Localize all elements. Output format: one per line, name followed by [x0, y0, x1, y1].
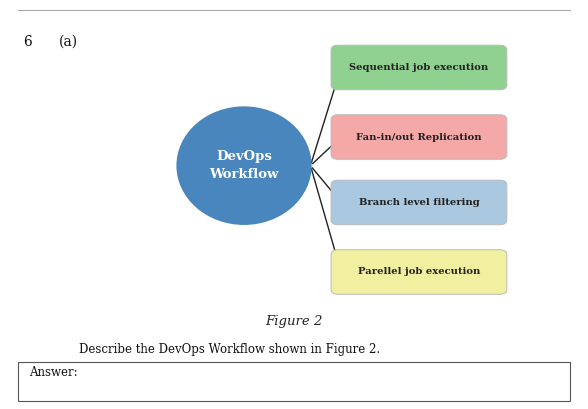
Text: (a): (a)	[59, 35, 78, 49]
FancyBboxPatch shape	[331, 115, 507, 159]
FancyBboxPatch shape	[331, 249, 507, 294]
Text: Describe the DevOps Workflow shown in Figure 2.: Describe the DevOps Workflow shown in Fi…	[79, 343, 380, 356]
Text: Fan-in/out Replication: Fan-in/out Replication	[356, 133, 482, 142]
Text: 6: 6	[24, 35, 32, 49]
Text: Branch level filtering: Branch level filtering	[359, 198, 479, 207]
Text: Sequential job execution: Sequential job execution	[349, 63, 489, 72]
Text: Parellel job execution: Parellel job execution	[358, 267, 480, 276]
FancyBboxPatch shape	[331, 45, 507, 90]
FancyBboxPatch shape	[331, 180, 507, 225]
Text: Answer:: Answer:	[29, 366, 78, 379]
Text: Figure 2: Figure 2	[265, 315, 323, 328]
Ellipse shape	[176, 106, 312, 225]
FancyBboxPatch shape	[18, 362, 570, 401]
Text: DevOps
Workflow: DevOps Workflow	[209, 150, 279, 181]
